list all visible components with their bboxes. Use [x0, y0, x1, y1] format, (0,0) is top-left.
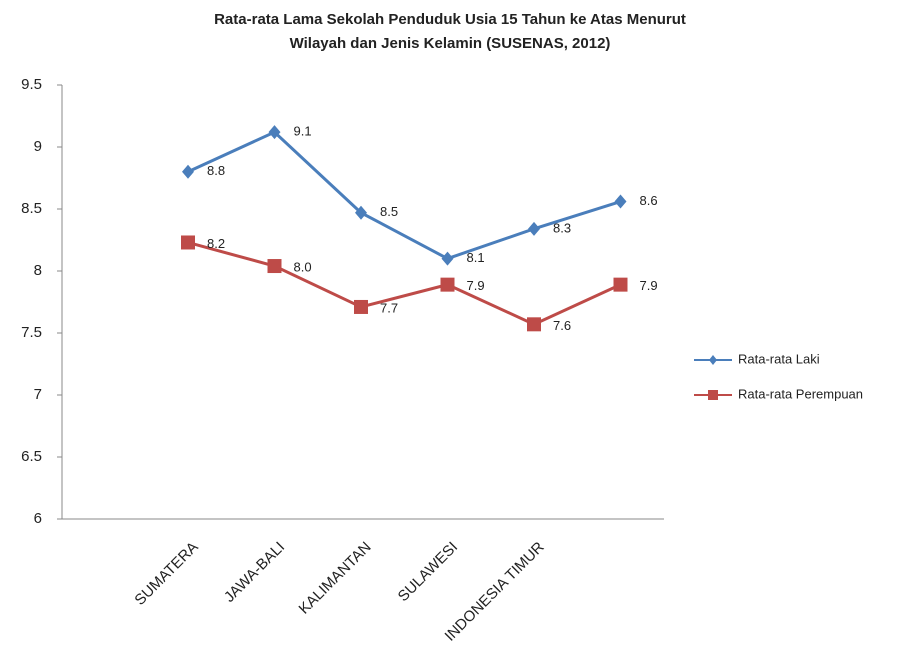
data-label: 7.6 [553, 318, 571, 333]
series-line [187, 130, 621, 261]
y-tick-label: 9 [34, 138, 42, 155]
marker [441, 251, 454, 266]
marker [181, 235, 195, 250]
data-label: 8.3 [553, 220, 571, 235]
marker [527, 317, 541, 332]
marker [268, 125, 281, 140]
y-tick-label: 8 [34, 262, 42, 279]
chart-title: Rata-rata Lama Sekolah Penduduk Usia 15 … [214, 11, 686, 28]
x-tick-label: JAWA-BALI [221, 539, 288, 606]
legend-marker [709, 355, 717, 365]
y-tick-label: 6.5 [21, 448, 42, 465]
marker [613, 277, 628, 292]
data-label: 8.5 [380, 204, 398, 219]
legend-label: Rata-rata Perempuan [738, 386, 863, 401]
marker [614, 194, 627, 209]
series-line [187, 241, 622, 326]
data-label: 8.2 [207, 236, 225, 251]
legend-marker [708, 390, 718, 400]
x-tick-label: KALIMANTAN [296, 539, 375, 618]
marker [354, 299, 368, 314]
data-label: 7.7 [380, 300, 398, 315]
chart-title: Wilayah dan Jenis Kelamin (SUSENAS, 2012… [290, 35, 611, 52]
x-tick-label: SULAWESI [395, 539, 461, 605]
y-tick-label: 6 [34, 510, 42, 527]
y-tick-label: 8.5 [21, 200, 42, 217]
y-tick-label: 7 [34, 386, 42, 403]
data-label: 7.9 [467, 278, 485, 293]
data-label: 9.1 [294, 124, 312, 139]
data-label: 8.6 [640, 193, 658, 208]
data-label: 8.1 [467, 250, 485, 265]
data-label: 8.8 [207, 163, 225, 178]
marker [440, 277, 455, 292]
marker [528, 221, 540, 236]
data-label: 8.0 [294, 259, 312, 274]
marker [182, 164, 194, 179]
y-tick-label: 7.5 [21, 324, 42, 341]
x-tick-label: INDONESIA TIMUR [442, 538, 548, 644]
x-tick-label: SUMATERA [131, 539, 201, 609]
data-label: 7.9 [640, 278, 658, 293]
marker [355, 205, 367, 220]
legend-label: Rata-rata Laki [738, 351, 820, 366]
y-tick-label: 9.5 [21, 76, 42, 93]
marker [267, 259, 282, 274]
